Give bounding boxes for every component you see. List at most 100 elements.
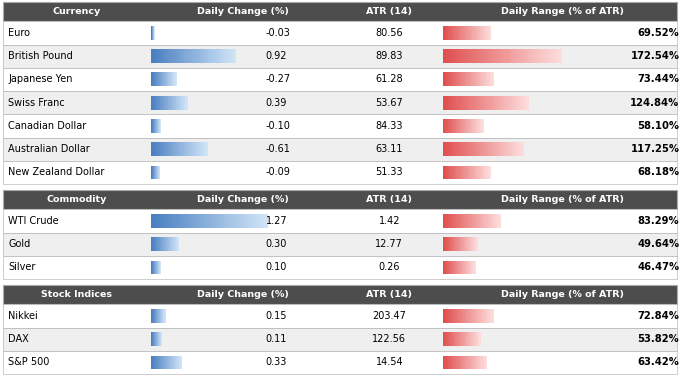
Bar: [464, 119, 466, 133]
Bar: [160, 356, 161, 370]
Bar: [447, 96, 450, 110]
Bar: [526, 49, 530, 63]
Text: -0.09: -0.09: [265, 167, 290, 177]
Bar: [456, 356, 458, 370]
Bar: [473, 49, 476, 63]
Bar: [167, 96, 169, 110]
Bar: [471, 119, 473, 133]
Bar: [483, 356, 485, 370]
Bar: [452, 73, 454, 86]
Bar: [477, 214, 479, 228]
Bar: [456, 142, 458, 156]
Bar: [476, 73, 478, 86]
Bar: [223, 49, 226, 63]
Bar: [448, 73, 450, 86]
Bar: [452, 261, 454, 274]
Bar: [498, 214, 499, 228]
Bar: [475, 165, 477, 179]
Text: -0.27: -0.27: [265, 74, 290, 85]
Bar: [485, 49, 488, 63]
Bar: [456, 309, 458, 323]
Bar: [447, 237, 449, 251]
Bar: [471, 356, 472, 370]
Bar: [489, 165, 490, 179]
Bar: [447, 214, 449, 228]
Bar: [469, 356, 470, 370]
Bar: [190, 142, 192, 156]
Text: 0.11: 0.11: [265, 334, 287, 344]
Bar: [516, 142, 518, 156]
Bar: [466, 165, 469, 179]
Bar: [492, 309, 494, 323]
Bar: [470, 73, 471, 86]
Bar: [462, 96, 465, 110]
Bar: [456, 73, 458, 86]
Bar: [449, 356, 450, 370]
Bar: [466, 142, 468, 156]
Bar: [172, 237, 173, 251]
Bar: [177, 49, 180, 63]
Bar: [454, 165, 456, 179]
Bar: [154, 356, 156, 370]
Bar: [460, 165, 461, 179]
Bar: [454, 214, 455, 228]
Bar: [485, 309, 486, 323]
Bar: [494, 214, 495, 228]
Bar: [467, 332, 469, 346]
Bar: [154, 356, 155, 370]
Bar: [458, 142, 460, 156]
Bar: [154, 309, 155, 323]
Bar: [479, 119, 481, 133]
Bar: [485, 356, 486, 370]
Bar: [163, 96, 165, 110]
Bar: [461, 237, 462, 251]
Bar: [206, 49, 209, 63]
Bar: [475, 214, 477, 228]
Bar: [185, 49, 188, 63]
Bar: [462, 142, 464, 156]
Bar: [227, 49, 230, 63]
Bar: [197, 142, 198, 156]
Bar: [219, 49, 222, 63]
Bar: [461, 332, 462, 346]
Bar: [175, 356, 177, 370]
Bar: [484, 165, 486, 179]
Bar: [181, 96, 182, 110]
Bar: [171, 73, 172, 86]
Bar: [152, 237, 153, 251]
Text: 53.67: 53.67: [375, 98, 403, 108]
Bar: [453, 356, 455, 370]
Bar: [179, 356, 180, 370]
Bar: [454, 332, 456, 346]
Bar: [475, 119, 477, 133]
Bar: [463, 309, 465, 323]
Bar: [193, 142, 195, 156]
Bar: [158, 96, 159, 110]
Bar: [482, 96, 484, 110]
Bar: [164, 309, 165, 323]
Bar: [484, 26, 486, 40]
Bar: [472, 214, 474, 228]
Bar: [464, 332, 465, 346]
Bar: [477, 142, 480, 156]
Bar: [472, 356, 473, 370]
Bar: [472, 309, 474, 323]
Bar: [496, 214, 498, 228]
Bar: [152, 96, 154, 110]
Bar: [471, 96, 474, 110]
Bar: [158, 356, 159, 370]
Bar: [449, 49, 453, 63]
Bar: [454, 261, 456, 274]
Bar: [479, 332, 481, 346]
Bar: [486, 96, 489, 110]
Bar: [165, 73, 166, 86]
Bar: [469, 26, 470, 40]
Bar: [174, 356, 175, 370]
Text: 73.44%: 73.44%: [637, 74, 679, 85]
Bar: [172, 356, 173, 370]
Bar: [207, 214, 210, 228]
Bar: [160, 96, 162, 110]
Text: 63.11: 63.11: [375, 144, 403, 154]
Bar: [457, 237, 458, 251]
Text: Currency: Currency: [52, 7, 101, 16]
